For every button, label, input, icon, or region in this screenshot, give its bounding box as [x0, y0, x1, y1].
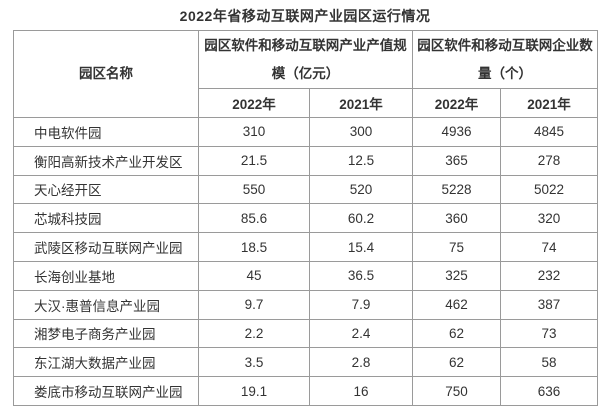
table-row: 天心经开区 550 520 5228 5022	[13, 174, 598, 205]
table-row: 长海创业基地 45 36.5 325 232	[13, 260, 598, 291]
park-name-cell: 中电软件园	[13, 117, 199, 147]
table-body: 中电软件园 310 300 4936 4845 衡阳高新技术产业开发区 21.5…	[13, 117, 598, 406]
value-cell: 320	[500, 203, 598, 234]
value-cell: 4845	[500, 117, 598, 147]
table-row: 衡阳高新技术产业开发区 21.5 12.5 365 278	[13, 145, 598, 176]
table-header: 园区名称 园区软件和移动互联网产业产值规模（亿元） 园区软件和移动互联网企业数量…	[13, 30, 598, 118]
park-name-cell: 大汉·惠普信息产业园	[13, 289, 199, 320]
park-name-cell: 东江湖大数据产业园	[13, 347, 199, 378]
table-row: 武陵区移动互联网产业园 18.5 15.4 75 74	[13, 232, 598, 262]
value-cell: 232	[500, 260, 598, 291]
col-group-enterprise-count: 园区软件和移动互联网企业数量（个）	[412, 30, 598, 89]
table-row: 娄底市移动互联网产业园 19.1 16 750 636	[13, 376, 598, 406]
col-header-year-2022-count: 2022年	[412, 88, 501, 118]
table-title: 2022年省移动互联网产业园区运行情况	[179, 8, 431, 24]
value-cell: 3.5	[198, 347, 310, 378]
value-cell: 750	[412, 376, 501, 406]
value-cell: 7.9	[309, 289, 413, 320]
value-cell: 387	[500, 289, 598, 320]
value-cell: 2.4	[309, 318, 413, 349]
park-name-cell: 衡阳高新技术产业开发区	[13, 145, 199, 176]
park-name-cell: 湘梦电子商务产业园	[13, 318, 199, 349]
header-group-row: 园区名称 园区软件和移动互联网产业产值规模（亿元） 园区软件和移动互联网企业数量…	[13, 30, 598, 118]
col-header-park-name: 园区名称	[13, 30, 199, 118]
value-cell: 550	[198, 174, 310, 205]
value-cell: 62	[412, 347, 501, 378]
value-cell: 18.5	[198, 232, 310, 262]
value-cell: 9.7	[198, 289, 310, 320]
park-name-cell: 长海创业基地	[13, 260, 199, 291]
col-group-output-value: 园区软件和移动互联网产业产值规模（亿元）	[198, 30, 413, 89]
value-cell: 19.1	[198, 376, 310, 406]
header-year-row: 2022年 2021年 2022年 2021年	[14, 88, 598, 118]
table-row: 大汉·惠普信息产业园 9.7 7.9 462 387	[13, 289, 598, 320]
value-cell: 2.8	[309, 347, 413, 378]
value-cell: 462	[412, 289, 501, 320]
col-header-year-2021-output: 2021年	[309, 88, 413, 118]
industry-park-table: 园区名称 园区软件和移动互联网产业产值规模（亿元） 园区软件和移动互联网企业数量…	[13, 30, 598, 406]
value-cell: 636	[500, 376, 598, 406]
value-cell: 365	[412, 145, 501, 176]
value-cell: 278	[500, 145, 598, 176]
value-cell: 85.6	[198, 203, 310, 234]
value-cell: 300	[309, 117, 413, 147]
table-row: 湘梦电子商务产业园 2.2 2.4 62 73	[13, 318, 598, 349]
park-name-cell: 娄底市移动互联网产业园	[13, 376, 199, 406]
value-cell: 21.5	[198, 145, 310, 176]
value-cell: 520	[309, 174, 413, 205]
park-name-cell: 芯城科技园	[13, 203, 199, 234]
value-cell: 60.2	[309, 203, 413, 234]
value-cell: 16	[309, 376, 413, 406]
value-cell: 5022	[500, 174, 598, 205]
value-cell: 360	[412, 203, 501, 234]
table-row: 东江湖大数据产业园 3.5 2.8 62 58	[13, 347, 598, 378]
value-cell: 5228	[412, 174, 501, 205]
value-cell: 4936	[412, 117, 501, 147]
value-cell: 310	[198, 117, 310, 147]
value-cell: 2.2	[198, 318, 310, 349]
value-cell: 325	[412, 260, 501, 291]
col-header-year-2022-output: 2022年	[198, 88, 310, 118]
table-row: 芯城科技园 85.6 60.2 360 320	[13, 203, 598, 234]
col-header-year-2021-count: 2021年	[500, 88, 598, 118]
park-name-cell: 武陵区移动互联网产业园	[13, 232, 199, 262]
value-cell: 12.5	[309, 145, 413, 176]
table-row: 中电软件园 310 300 4936 4845	[13, 117, 598, 147]
value-cell: 74	[500, 232, 598, 262]
value-cell: 73	[500, 318, 598, 349]
value-cell: 15.4	[309, 232, 413, 262]
value-cell: 58	[500, 347, 598, 378]
value-cell: 62	[412, 318, 501, 349]
park-name-cell: 天心经开区	[13, 174, 199, 205]
value-cell: 36.5	[309, 260, 413, 291]
value-cell: 75	[412, 232, 501, 262]
value-cell: 45	[198, 260, 310, 291]
